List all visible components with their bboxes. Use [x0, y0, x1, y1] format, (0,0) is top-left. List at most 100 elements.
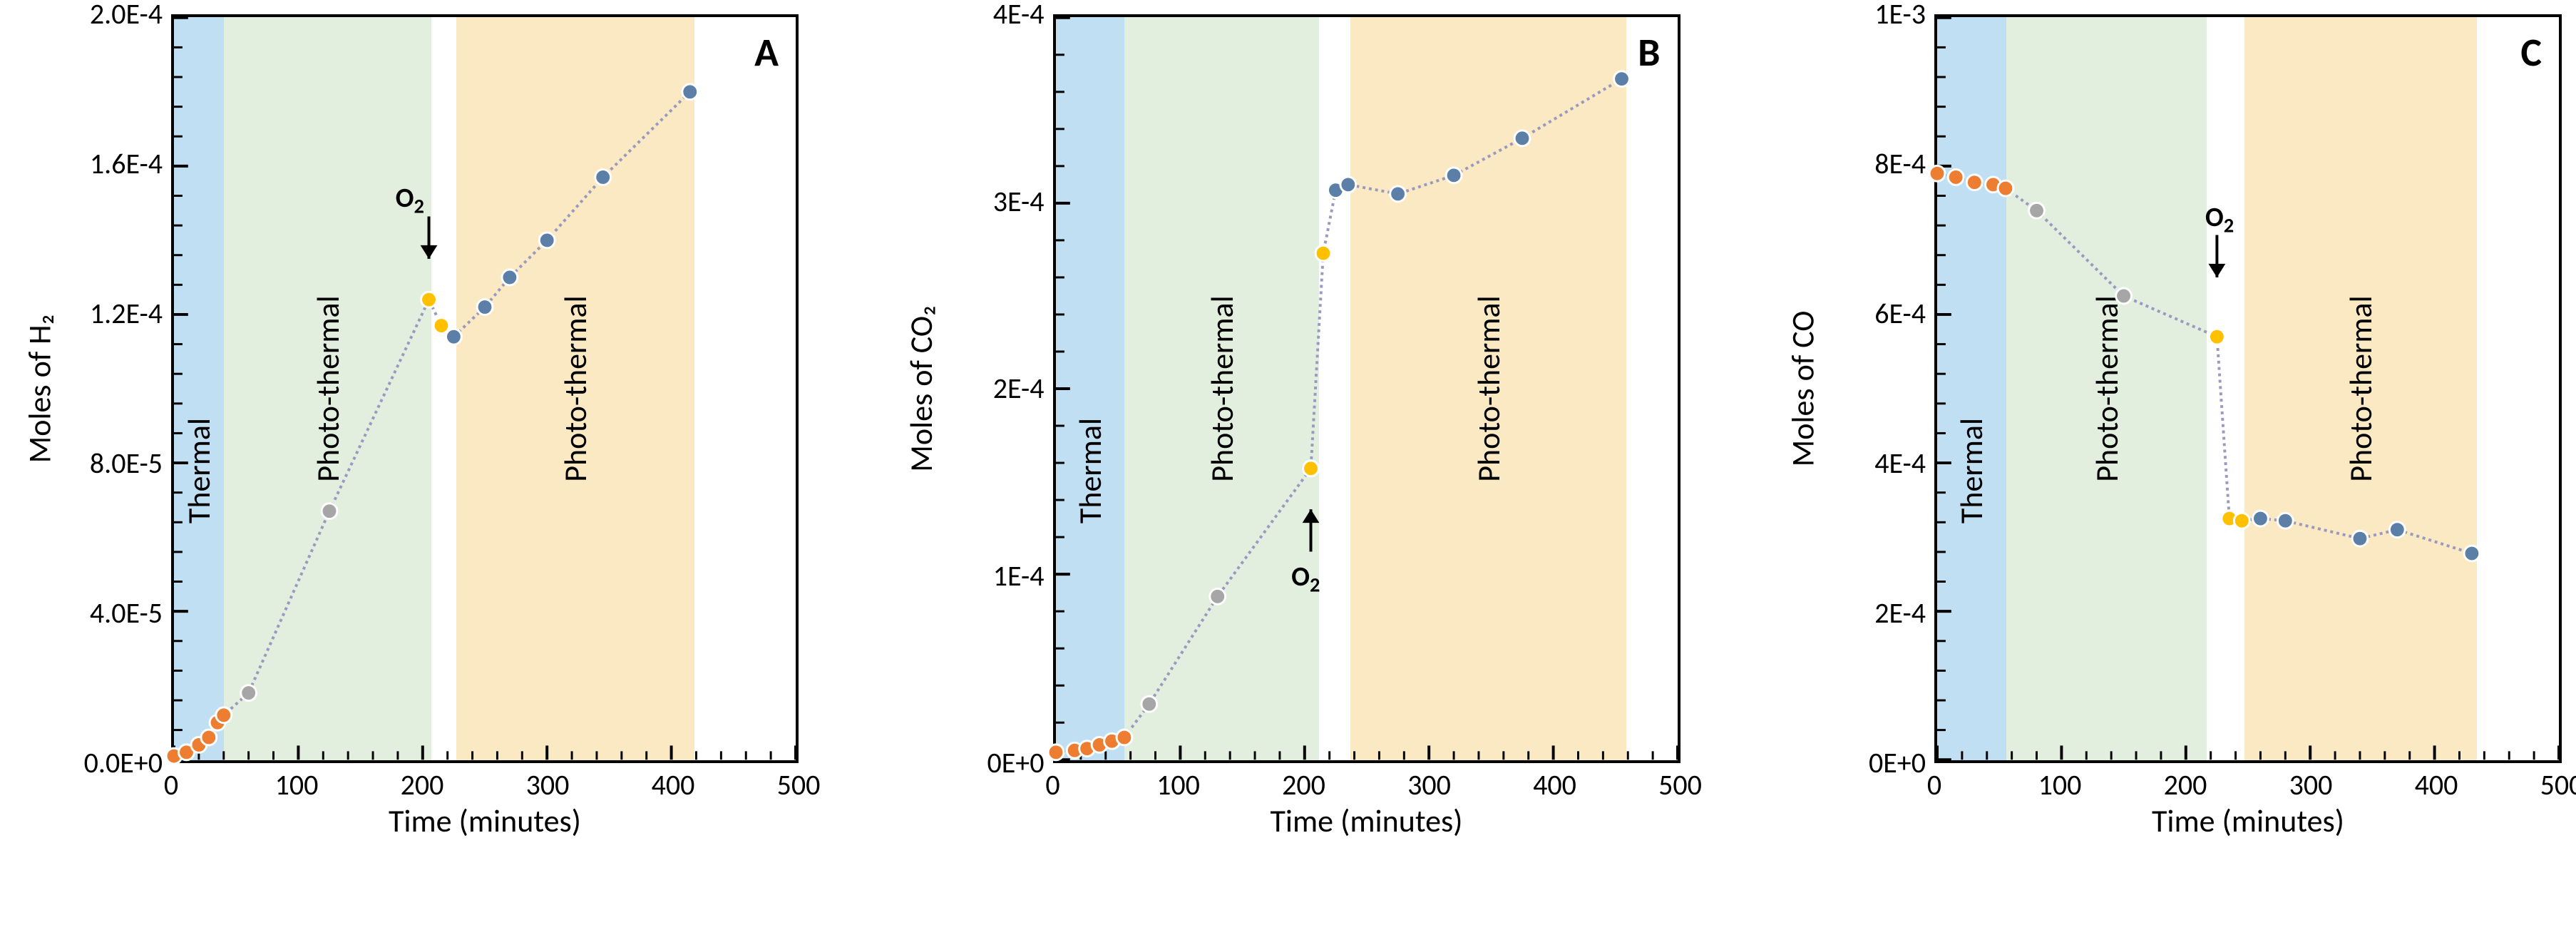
xtick-label: 200 — [2164, 767, 2207, 802]
plot-area-a: ThermalPhoto-thermalPhoto-thermalO2A — [171, 14, 799, 763]
ytick-label: 0E+0 — [1869, 749, 1926, 777]
data-point — [2234, 513, 2249, 528]
panel-letter-c: C — [2520, 29, 2542, 77]
xtick-label: 100 — [275, 767, 319, 802]
data-point — [477, 300, 493, 315]
data-point — [1929, 165, 1945, 181]
ylabel-a: Moles of H₂ — [20, 315, 58, 464]
plot-col-a: ThermalPhoto-thermalPhoto-thermalO2A 010… — [171, 14, 799, 911]
series-line — [1937, 173, 2472, 553]
ytick-label: 0E+0 — [987, 749, 1045, 777]
data-point — [1303, 461, 1318, 476]
data-point — [2116, 288, 2132, 304]
data-point — [1209, 588, 1225, 604]
data-point — [2210, 329, 2225, 344]
ytick-label: 4E-4 — [993, 0, 1045, 29]
xtick-label: 0 — [164, 767, 178, 802]
xtick-label: 0 — [1045, 767, 1059, 802]
series-line — [174, 92, 690, 756]
data-point — [2029, 203, 2045, 218]
ylabel-b: Moles of CO₂ — [902, 305, 940, 472]
ylabel-c: Moles of CO — [1783, 311, 1822, 467]
ytick-label: 2E-4 — [1874, 599, 1926, 628]
xtick-label: 500 — [1658, 767, 1702, 802]
plot-svg — [1056, 17, 1678, 760]
xtick-label: 300 — [2289, 767, 2333, 802]
panel-a: Moles of H₂ 0.0E+0 4.0E-5 8.0E-5 1.2E-4 1.6E… — [14, 14, 799, 911]
plot-svg — [1937, 17, 2559, 760]
data-point — [1514, 131, 1530, 146]
data-point — [2464, 546, 2480, 561]
ytick-label: 1E-4 — [993, 562, 1045, 591]
data-point — [216, 707, 232, 723]
xticks-a: 0100200300400500 — [171, 763, 799, 799]
figure-root: Moles of H₂ 0.0E+0 4.0E-5 8.0E-5 1.2E-4 1.6E… — [0, 0, 2576, 925]
xtick-label: 400 — [1533, 767, 1576, 802]
data-point — [1998, 180, 2013, 196]
xtick-label: 500 — [777, 767, 821, 802]
plot-col-b: ThermalPhoto-thermalPhoto-thermalO2B 010… — [1053, 14, 1680, 911]
o2-annotation: O2 — [396, 182, 424, 219]
data-point — [2389, 522, 2405, 538]
plot-col-c: ThermalPhoto-thermalPhoto-thermalO2C 010… — [1934, 14, 2562, 911]
data-point — [1340, 177, 1355, 193]
xticks-b: 0100200300400500 — [1053, 763, 1680, 799]
xtick-label: 400 — [2415, 767, 2458, 802]
ytick-label: 0.0E+0 — [84, 749, 163, 777]
ytick-label: 8.0E-5 — [90, 449, 163, 478]
data-point — [2253, 511, 2269, 526]
panel-letter-a: A — [754, 29, 779, 77]
data-point — [322, 504, 337, 519]
ylabel-wrap-a: Moles of H₂ — [14, 14, 64, 763]
xlabel-a: Time (minutes) — [171, 802, 799, 840]
data-point — [201, 730, 217, 745]
xticks-c: 0100200300400500 — [1934, 763, 2562, 799]
panel-c: Moles of CO 0E+02E-44E-46E-48E-41E-3 The… — [1777, 14, 2562, 911]
xtick-label: 200 — [1282, 767, 1325, 802]
data-point — [241, 685, 257, 701]
ytick-label: 4E-4 — [1874, 449, 1926, 478]
data-point — [595, 170, 611, 185]
ytick-label: 1.2E-4 — [90, 300, 163, 328]
xtick-label: 500 — [2540, 767, 2576, 802]
plot-area-c: ThermalPhoto-thermalPhoto-thermalO2C — [1934, 14, 2562, 763]
series-line — [1056, 79, 1622, 752]
ytick-label: 3E-4 — [993, 188, 1045, 216]
xlabel-b: Time (minutes) — [1053, 802, 1680, 840]
yaxis-c: 0E+02E-44E-46E-48E-41E-3 — [1827, 14, 1934, 763]
data-point — [1948, 170, 1964, 185]
xtick-label: 100 — [1156, 767, 1200, 802]
xtick-label: 100 — [2038, 767, 2082, 802]
xtick-label: 300 — [1407, 767, 1451, 802]
data-point — [1315, 245, 1331, 261]
o2-annotation: O2 — [2205, 201, 2234, 238]
xtick-label: 300 — [526, 767, 570, 802]
yaxis-b: 0E+01E-42E-43E-44E-4 — [946, 14, 1053, 763]
ytick-label: 1.6E-4 — [90, 150, 163, 178]
data-point — [1613, 71, 1629, 87]
ytick-label: 8E-4 — [1874, 150, 1926, 178]
xlabel-c: Time (minutes) — [1934, 802, 2562, 840]
xtick-label: 0 — [1927, 767, 1941, 802]
data-point — [1446, 168, 1462, 183]
ytick-label: 6E-4 — [1874, 300, 1926, 328]
yaxis-a: 0.0E+04.0E-58.0E-51.2E-41.6E-42.0E-4 — [64, 14, 171, 763]
panel-letter-b: B — [1638, 29, 1660, 77]
data-point — [1966, 175, 1982, 190]
data-point — [502, 270, 518, 285]
data-point — [2277, 513, 2293, 528]
data-point — [2352, 531, 2368, 546]
data-point — [1390, 186, 1405, 202]
xtick-label: 400 — [652, 767, 695, 802]
panel-b: Moles of CO₂ 0E+01E-42E-43E-44E-4 Therma… — [896, 14, 1680, 911]
data-point — [1141, 696, 1156, 712]
data-point — [421, 292, 437, 307]
ytick-label: 1E-3 — [1874, 0, 1926, 29]
data-point — [682, 84, 698, 100]
ytick-label: 2.0E-4 — [90, 0, 163, 29]
o2-annotation: O2 — [1291, 561, 1320, 598]
data-point — [1117, 730, 1132, 745]
ytick-label: 4.0E-5 — [90, 599, 163, 628]
plot-svg — [174, 17, 796, 760]
data-point — [433, 318, 449, 334]
